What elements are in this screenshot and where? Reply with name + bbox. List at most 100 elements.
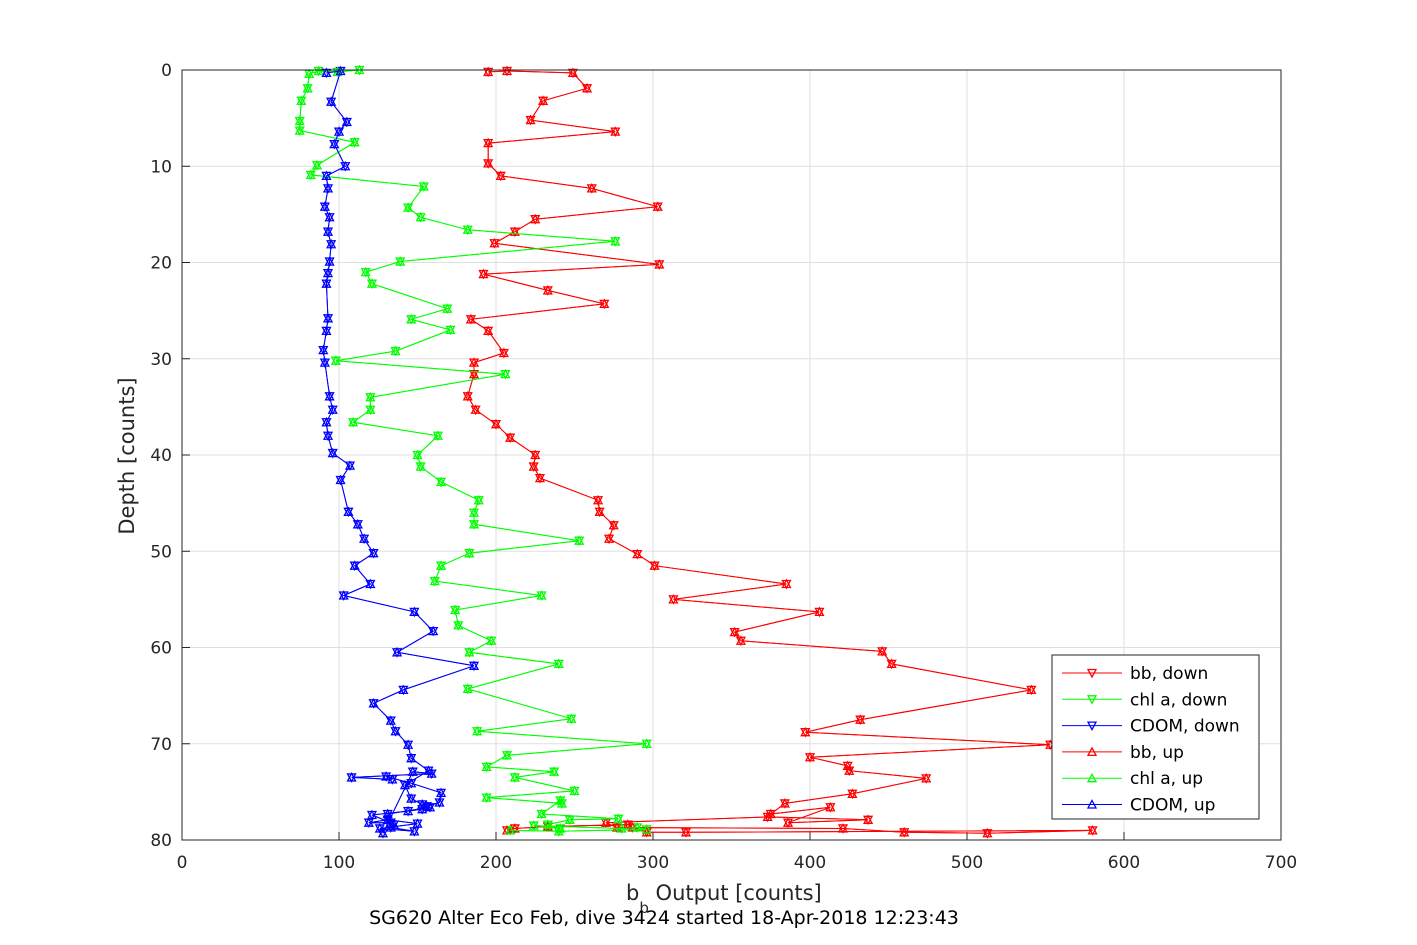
data-point [509,226,520,236]
data-point [847,788,858,798]
data-point [610,126,621,136]
data-point [735,635,747,645]
data-point [327,404,338,414]
data-point [465,313,476,324]
series-line [322,70,475,834]
data-point [501,65,513,76]
x-tick-label: 100 [323,853,355,873]
data-point [610,235,621,246]
x-tick-label: 400 [794,853,826,873]
data-point [592,494,604,505]
data-point [366,809,378,820]
data-point [374,823,385,833]
data-point [564,814,575,824]
data-point [434,797,445,807]
x-tick-label: 700 [1265,853,1297,873]
data-point [387,773,398,784]
data-point [421,800,433,811]
data-point [365,391,376,402]
data-point [470,404,481,414]
data-point [407,766,418,776]
legend-label: bb, down [1130,664,1208,684]
data-point [398,684,409,694]
data-point [330,355,341,365]
data-point [855,714,866,724]
y-axis-label: Depth [counts] [115,377,139,534]
data-point [304,68,315,78]
data-point [509,772,520,782]
data-point [335,65,346,76]
data-point [322,183,334,193]
legend-label: chl a, up [1130,769,1203,789]
data-point [385,817,396,827]
data-point [324,390,335,401]
data-point [600,817,611,827]
data-point [844,765,855,775]
data-point [327,447,338,458]
data-point [553,825,564,836]
data-point [321,325,332,335]
data-point [326,96,337,106]
legend-label: CDOM, down [1130,717,1240,737]
data-point [495,170,506,181]
data-point [321,278,332,288]
data-point [483,325,494,335]
data-point [335,474,346,485]
data-point [498,347,509,358]
y-tick-label: 80 [150,831,172,851]
data-point [333,126,345,136]
data-point [641,824,652,834]
data-point [542,819,553,829]
legend-box [1051,654,1260,820]
data-point [390,725,401,736]
data-point [402,739,414,749]
data-point [649,560,660,570]
data-point [406,793,417,803]
data-point [528,461,539,471]
data-point [483,137,494,148]
data-point [346,772,357,782]
data-point [921,773,932,783]
data-point [318,344,329,355]
data-point [462,224,473,234]
data-point [322,312,334,323]
data-point [462,683,473,694]
data-point [599,298,610,309]
data-point [566,713,577,723]
data-point [534,472,546,483]
data-point [553,658,564,669]
data-point [395,256,406,266]
data-point [305,169,316,180]
data-point [481,792,492,802]
data-point [473,494,484,505]
data-point [402,202,414,212]
data-point [412,449,423,460]
data-point [313,65,324,76]
data-point [311,159,323,170]
data-point [368,697,379,708]
data-point [406,313,417,324]
data-point [406,777,417,788]
data-point [435,787,447,797]
data-point [453,619,464,630]
data-point [490,418,502,429]
data-point [632,548,643,559]
y-tick-label: 50 [150,542,172,562]
data-point [530,213,541,224]
data-point [363,817,374,827]
data-point [442,303,453,313]
data-point [654,259,665,269]
data-point [360,266,371,277]
data-point [412,818,423,828]
data-point [338,590,349,600]
data-point [464,547,475,558]
legend-marker [1086,668,1098,679]
chart-title: SG620 Alter Eco Feb, dive 3424 started 1… [369,907,959,929]
data-point [549,766,560,776]
data-point [877,645,888,656]
x-axis-label: bb Output [counts] [626,881,822,917]
data-point [385,822,396,832]
data-point [581,82,593,93]
data-point [399,779,411,790]
legend-label: chl a, down [1130,690,1227,710]
